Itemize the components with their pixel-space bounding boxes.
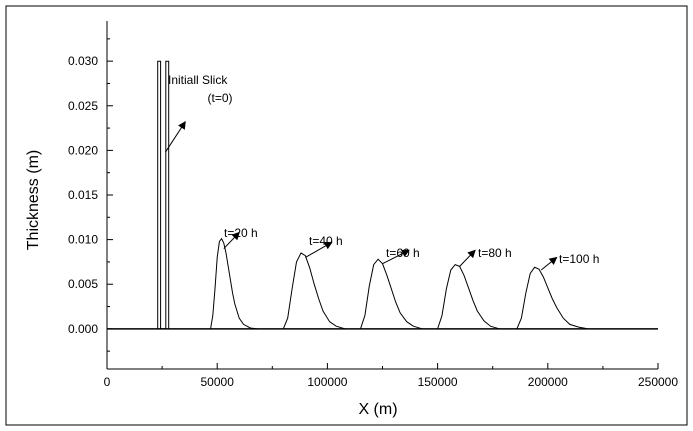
series-layer — [157, 60, 588, 330]
y-ticks: 0.000 0.005 0.010 0.015 0.020 0.025 0.030 — [68, 38, 113, 352]
series-line-3 — [360, 258, 423, 330]
annotation-arrow — [164, 120, 186, 153]
plot-area: 0 50000 100000 150000 200000 250000 0.0000.00… — [68, 21, 678, 389]
outer-frame — [5, 5, 688, 426]
annotation-label: t=40 h — [309, 234, 343, 248]
x-tick-label: 0 — [104, 375, 111, 389]
annotation-label: (t=0) — [207, 91, 232, 105]
annotation-label: t=20 h — [224, 226, 258, 240]
annotation-label: Initiall Slick — [168, 73, 228, 87]
annotation-label: t=100 h — [559, 252, 599, 266]
annotation-layer: Initiall Slick(t=0)t=20 ht=40 ht=60 h t=8… — [164, 73, 599, 271]
annotation-arrow — [305, 241, 333, 258]
y-tick-label: 0.000 — [68, 322, 98, 336]
x-tick-label: 150000 — [418, 375, 458, 389]
y-tick-label: 0.030 — [68, 54, 98, 68]
y-tick-label: 0.025 — [68, 99, 98, 113]
x-axis-label: X (m) — [358, 401, 397, 418]
annotation-arrow — [540, 256, 558, 271]
y-tick-label: 0.015 — [68, 188, 98, 202]
y-tick-label: 0.010 — [68, 233, 98, 247]
x-tick-label: 200000 — [528, 375, 568, 389]
x-ticks: 0 50000 100000 150000 200000 250000 — [104, 363, 678, 389]
y-axis-label: Thickness (m) — [25, 150, 42, 250]
y-tick-label: 0.020 — [68, 143, 98, 157]
y-tick-label: 0.005 — [68, 277, 98, 291]
series-line-1 — [210, 237, 257, 330]
x-tick-label: 100000 — [307, 375, 347, 389]
annotation-arrow — [382, 249, 410, 265]
series-line-5 — [516, 266, 588, 330]
annotation-label: t=80 h — [478, 246, 512, 260]
series-line-0 — [157, 60, 170, 330]
x-tick-label: 250000 — [638, 375, 678, 389]
annotation-arrow — [459, 249, 476, 267]
annotation-arrow — [223, 231, 240, 249]
series-line-2 — [282, 252, 346, 330]
series-line-4 — [437, 263, 500, 330]
x-tick-label: 50000 — [201, 375, 235, 389]
